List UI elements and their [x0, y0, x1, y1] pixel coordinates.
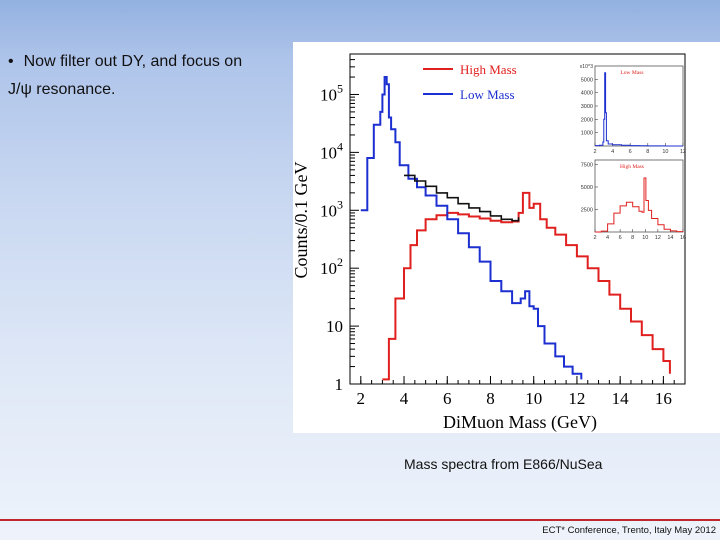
x-tick-label: 8	[486, 389, 495, 408]
inset-low-y-tick-label: 3000	[581, 104, 593, 110]
series-line-high-mass	[382, 191, 671, 381]
footer-text: ECT* Conference, Trento, Italy May 2012	[542, 525, 716, 536]
inset-low-x-tick-label: 12	[680, 149, 686, 155]
inset-low-y-tick-label: 5000	[581, 77, 593, 83]
bullet-line-2: J/ψ resonance.	[8, 81, 116, 98]
inset-low-mass: 2 4 6 8 10 12 1000 2000 3000 4000 5000 x10^3 Low Mas…	[580, 64, 686, 155]
inset-low-y-multiplier: x10^3	[580, 64, 593, 70]
inset-high-y-tick-label: 7500	[581, 163, 593, 169]
bullet-dot: •	[8, 53, 14, 70]
y-tick-label: 102	[320, 255, 343, 278]
inset-high-x-tick-label: 2	[593, 235, 596, 241]
inset-low-x-tick-label: 10	[662, 149, 668, 155]
bullet-text: • Now filter out DY, and focus on J/ψ res…	[8, 48, 298, 104]
x-tick-label: 12	[568, 389, 585, 408]
inset-high-frame	[594, 159, 684, 233]
inset-low-title: Low Mass	[620, 70, 643, 76]
legend: High Mass Low Mass	[423, 62, 517, 102]
inset-high-x-tick-label: 4	[606, 235, 609, 241]
series-line-total	[404, 174, 520, 222]
inset-low-y-tick-label: 2000	[581, 117, 593, 123]
main-series	[360, 76, 671, 381]
inset-high-x-tick-label: 8	[631, 235, 634, 241]
x-tick-label: 2	[357, 389, 366, 408]
main-y-axis-label: Counts/0.1 GeV	[293, 161, 311, 278]
legend-high-mass-label: High Mass	[460, 62, 517, 77]
inset-low-x-tick-label: 8	[646, 149, 649, 155]
bullet-line-1: • Now filter out DY, and focus on	[8, 48, 298, 76]
x-tick-label: 4	[400, 389, 409, 408]
bullet-line-1-text: Now filter out DY, and focus on	[23, 53, 243, 70]
inset-low-y-tick-label: 1000	[581, 131, 593, 137]
footer-divider	[0, 519, 720, 521]
figure-caption: Mass spectra from E866/NuSea	[404, 456, 603, 472]
inset-low-series-line	[595, 72, 683, 147]
inset-high-mass: 2 4 6 8 10 12 14 16 2500 5000 7500 High Mass	[581, 159, 686, 241]
inset-high-x-tick-label: 16	[680, 235, 686, 241]
inset-high-x-tick-label: 6	[619, 235, 622, 241]
y-tick-label: 1	[335, 375, 344, 394]
inset-low-frame	[594, 65, 684, 147]
inset-high-title: High Mass	[620, 164, 644, 170]
x-tick-label: 16	[655, 389, 672, 408]
inset-high-y-tick-label: 5000	[581, 185, 593, 191]
inset-high-x-tick-label: 14	[667, 235, 673, 241]
x-tick-label: 6	[443, 389, 452, 408]
inset-low-y-tick-label: 4000	[581, 91, 593, 97]
inset-high-series-line	[595, 177, 684, 233]
inset-high-x-tick-label: 12	[655, 235, 661, 241]
mass-spectrum-figure: 2 4 6 8 10 12 14 16 1 10 102 103 104 105 Counts/0.1 G…	[291, 42, 720, 433]
x-tick-label: 10	[525, 389, 542, 408]
main-x-axis-label: DiMuon Mass (GeV)	[443, 412, 597, 433]
y-tick-label: 10	[326, 317, 343, 336]
inset-low-x-tick-label: 2	[593, 149, 596, 155]
y-tick-label: 104	[320, 139, 343, 162]
inset-high-y-tick-label: 2500	[581, 208, 593, 214]
x-tick-label: 14	[612, 389, 630, 408]
inset-high-x-tick-label: 10	[642, 235, 648, 241]
y-tick-label: 103	[320, 197, 343, 220]
legend-low-mass-label: Low Mass	[460, 87, 515, 102]
inset-low-x-tick-label: 6	[629, 149, 632, 155]
series-line-low-mass	[360, 76, 583, 380]
inset-low-x-tick-label: 4	[611, 149, 614, 155]
y-tick-label: 105	[320, 81, 343, 104]
